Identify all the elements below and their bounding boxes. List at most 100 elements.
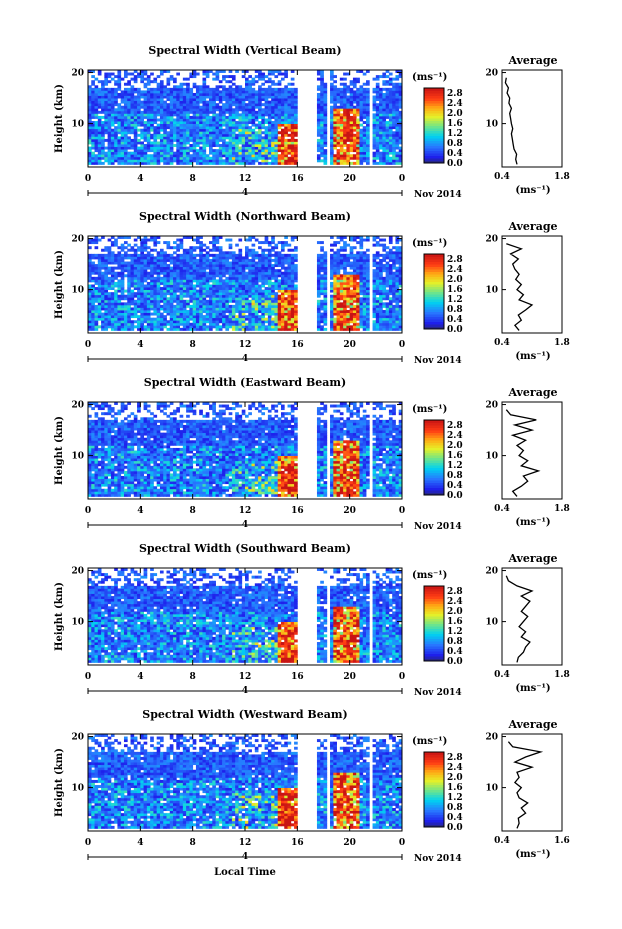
heatmap-cell (153, 236, 158, 239)
heatmap-cell (267, 108, 272, 112)
heatmap-cell (382, 126, 387, 130)
heatmap-cell (117, 320, 122, 324)
heatmap-cell (320, 279, 324, 283)
heatmap-cell (359, 133, 364, 137)
heatmap-cell (271, 156, 275, 160)
heatmap-cell (222, 98, 226, 102)
heatmap-cell (114, 289, 118, 293)
heatmap-cell (88, 322, 92, 326)
heatmap-cell (195, 304, 200, 308)
heatmap-cell (280, 144, 285, 147)
heatmap-cell (366, 133, 370, 137)
heatmap-cell (346, 98, 351, 102)
heatmap-cell (169, 154, 174, 158)
heatmap-cell (130, 256, 135, 260)
heatmap-cell (212, 136, 216, 140)
heatmap-cell (379, 118, 383, 122)
heatmap-cell (153, 302, 158, 306)
heatmap-cell (385, 70, 390, 73)
heatmap-cell (169, 100, 174, 104)
heatmap-cell (235, 110, 239, 114)
heatmap-cell (143, 100, 148, 104)
heatmap-cell (238, 287, 243, 290)
heatmap-cell (166, 98, 171, 102)
heatmap-cell (153, 146, 158, 150)
heatmap-cell (195, 274, 200, 278)
heatmap-cell (182, 110, 187, 114)
heatmap-cell (323, 123, 328, 127)
heatmap-cell (359, 90, 364, 94)
heatmap-cell (222, 92, 226, 96)
heatmap-cell (163, 261, 167, 265)
heatmap-cell (284, 317, 288, 321)
heatmap-cell (146, 294, 151, 298)
heatmap-cell (228, 274, 233, 278)
heatmap-cell (88, 156, 92, 160)
heatmap-cell (156, 302, 161, 306)
heatmap-cell (104, 292, 109, 296)
heatmap-cell (192, 136, 197, 140)
heatmap-cell (91, 302, 95, 306)
heatmap-cell (133, 307, 138, 311)
heatmap-cell (366, 146, 370, 150)
heatmap-cell (271, 302, 275, 306)
heatmap-cell (349, 95, 354, 99)
heatmap-cell (330, 98, 334, 102)
heatmap-cell (140, 131, 144, 135)
heatmap-cell (104, 72, 109, 76)
heatmap-cell (186, 253, 190, 257)
heatmap-cell (271, 82, 275, 86)
heatmap-cell (264, 110, 269, 114)
heatmap-cell (375, 90, 380, 94)
heatmap-cell (202, 276, 207, 280)
heatmap-cell (114, 87, 118, 91)
heatmap-cell (195, 90, 200, 94)
heatmap-cell (137, 307, 141, 311)
heatmap-cell (212, 126, 216, 130)
heatmap-cell (284, 274, 288, 278)
heatmap-cell (189, 95, 194, 99)
heatmap-cell (150, 261, 154, 265)
heatmap-cell (137, 253, 141, 257)
heatmap-cell (91, 146, 95, 150)
heatmap-cell (379, 136, 383, 140)
heatmap-cell (110, 266, 115, 270)
heatmap-cell (117, 80, 122, 84)
heatmap-cell (123, 161, 128, 165)
heatmap-cell (163, 115, 167, 119)
heatmap-cell (356, 87, 360, 91)
heatmap-cell (294, 289, 298, 293)
heatmap-cell (130, 281, 135, 285)
heatmap-cell (271, 253, 275, 257)
heatmap-cell (261, 307, 266, 311)
heatmap-cell (179, 141, 184, 145)
heatmap-cell (143, 274, 148, 278)
heatmap-cell (258, 151, 262, 155)
heatmap-cell (156, 269, 161, 273)
heatmap-cell (192, 310, 197, 313)
heatmap-cell (231, 110, 236, 114)
heatmap-cell (228, 304, 233, 308)
heatmap-cell (258, 284, 262, 288)
heatmap-cell (225, 284, 230, 288)
heatmap-cell (146, 103, 151, 107)
heatmap-cell (199, 136, 203, 140)
heatmap-cell (176, 304, 180, 308)
heatmap-cell (258, 246, 262, 250)
heatmap-cell (173, 246, 177, 250)
heatmap-cell (248, 248, 252, 252)
heatmap-cell (284, 261, 288, 265)
heatmap-cell (133, 161, 138, 165)
heatmap-cell (330, 276, 334, 280)
heatmap-cell (163, 304, 167, 308)
heatmap-cell (356, 161, 360, 165)
heatmap-cell (362, 126, 367, 130)
heatmap-cell (173, 144, 177, 147)
heatmap-cell (186, 315, 190, 319)
heatmap-cell (202, 110, 207, 114)
heatmap-cell (284, 85, 288, 89)
heatmap-cell (88, 320, 92, 324)
heatmap-cell (94, 297, 99, 301)
heatmap-cell (359, 131, 364, 135)
heatmap-cell (228, 320, 233, 324)
